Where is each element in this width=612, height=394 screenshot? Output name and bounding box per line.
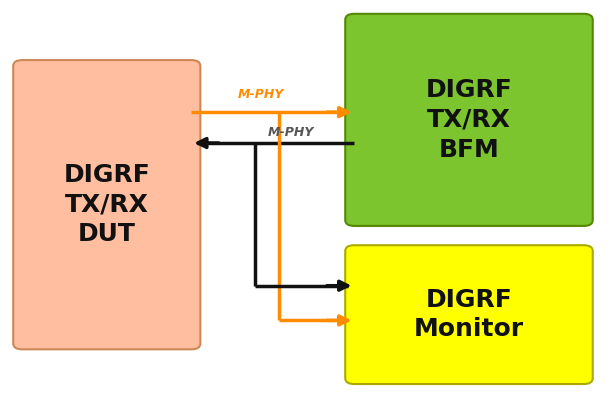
Text: DIGRF
TX/RX
DUT: DIGRF TX/RX DUT xyxy=(64,163,150,246)
FancyBboxPatch shape xyxy=(13,60,200,349)
Text: M-PHY: M-PHY xyxy=(267,126,314,139)
Text: DIGRF
TX/RX
BFM: DIGRF TX/RX BFM xyxy=(425,78,512,162)
FancyBboxPatch shape xyxy=(345,245,593,384)
FancyBboxPatch shape xyxy=(345,14,593,226)
Text: DIGRF
Monitor: DIGRF Monitor xyxy=(414,288,524,342)
Text: M-PHY: M-PHY xyxy=(237,87,284,100)
